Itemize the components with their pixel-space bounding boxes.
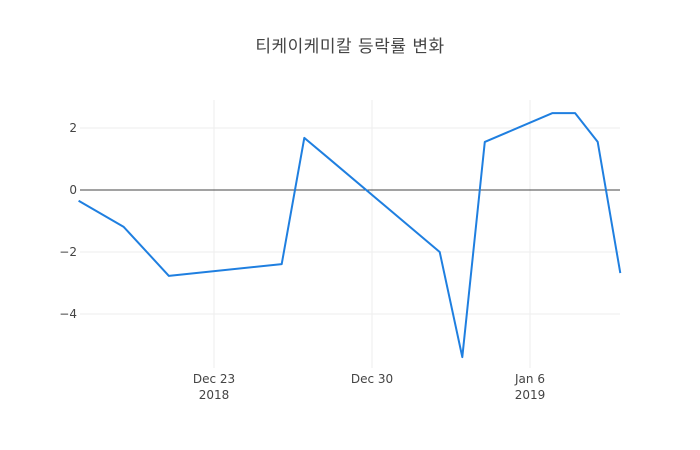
x-axis: Dec 23 2018 Dec 30 Jan 6 2019	[193, 372, 545, 402]
x-tick-label: Dec 30	[351, 372, 393, 386]
y-axis: 2 0 −2 −4	[59, 121, 77, 321]
y-tick-label: 2	[69, 121, 77, 135]
series-line	[78, 112, 622, 359]
x-tick-label: Dec 23	[193, 372, 235, 386]
grid-lines	[80, 100, 620, 368]
data-series	[78, 112, 622, 359]
x-tick-label: Jan 6	[514, 372, 545, 386]
x-tick-year-label: 2019	[515, 388, 546, 402]
y-tick-label: −4	[59, 307, 77, 321]
x-tick-year-label: 2018	[199, 388, 230, 402]
chart-title: 티케이케미칼 등락률 변화	[255, 37, 445, 57]
y-tick-label: −2	[59, 245, 77, 259]
y-tick-label: 0	[69, 183, 77, 197]
